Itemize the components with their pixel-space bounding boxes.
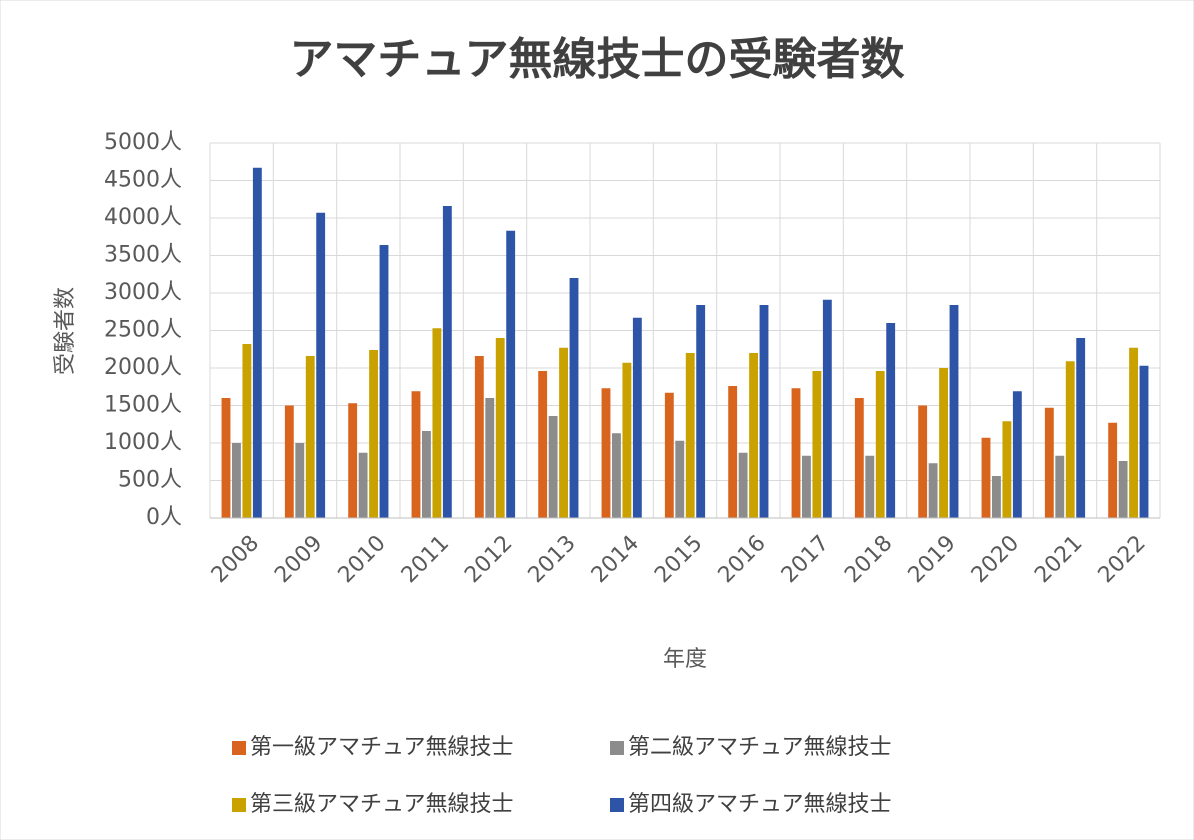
bar (802, 455, 811, 518)
bar (612, 433, 621, 518)
bar (1118, 461, 1128, 518)
bar (316, 212, 326, 518)
bar (422, 431, 431, 518)
bar (284, 405, 294, 518)
bar (981, 437, 991, 518)
bar (1108, 422, 1118, 518)
bar (569, 278, 579, 518)
y-tick-label: 3500人 (104, 243, 182, 268)
bar (928, 463, 938, 518)
y-tick-label: 4500人 (104, 168, 182, 193)
bar (728, 386, 738, 518)
bar (622, 362, 632, 518)
bar (738, 452, 748, 518)
bar (1055, 455, 1065, 518)
y-axis-title: 受験者数 (53, 287, 78, 375)
bar (886, 323, 896, 518)
bar (632, 317, 642, 518)
y-tick-label: 500人 (118, 468, 182, 493)
bar (495, 338, 505, 518)
bar (854, 398, 864, 518)
bar (1012, 391, 1022, 518)
bar (949, 305, 959, 518)
bar (411, 391, 421, 518)
bar (685, 353, 695, 518)
y-tick-label: 2000人 (104, 355, 182, 380)
y-tick-label: 1000人 (104, 430, 182, 455)
bar (348, 403, 358, 518)
bar (675, 440, 685, 518)
chart-title: アマチュア無線技士の受験者数 (289, 34, 904, 85)
legend-swatch (610, 798, 624, 812)
y-tick-label: 2500人 (104, 318, 182, 343)
bar (1139, 365, 1149, 518)
bar (939, 368, 948, 518)
bar (1076, 338, 1086, 518)
y-tick-label: 0人 (146, 505, 182, 530)
bar (442, 206, 452, 518)
bar (812, 371, 822, 518)
bar (358, 452, 368, 518)
legend-swatch (232, 741, 246, 755)
bar (1129, 347, 1138, 518)
bar (485, 398, 495, 518)
bar (791, 388, 801, 518)
bar (749, 353, 758, 518)
legend-label: 第四級アマチュア無線技士 (628, 792, 892, 817)
bar (601, 388, 611, 518)
bar (538, 371, 548, 518)
y-tick-label: 5000人 (104, 130, 182, 155)
bar (1002, 421, 1012, 518)
legend-swatch (232, 798, 246, 812)
bar (305, 356, 315, 518)
legend-label: 第一級アマチュア無線技士 (250, 735, 514, 760)
bar (822, 299, 832, 518)
bar (252, 167, 262, 518)
bar (232, 443, 241, 518)
y-tick-label: 4000人 (104, 205, 182, 230)
bar (369, 350, 378, 518)
bar (918, 405, 928, 518)
bar (865, 455, 875, 518)
legend-swatch (610, 741, 624, 755)
bar (221, 398, 231, 518)
bar (696, 305, 706, 518)
bar (474, 356, 484, 518)
bar (1044, 407, 1054, 518)
bar (432, 328, 442, 518)
bar (548, 416, 558, 518)
legend-label: 第三級アマチュア無線技士 (250, 792, 514, 817)
bar (295, 443, 305, 518)
y-tick-label: 3000人 (104, 280, 182, 305)
bar (379, 245, 389, 518)
bar (506, 230, 516, 518)
y-tick-label: 1500人 (104, 393, 182, 418)
bar (664, 392, 674, 518)
bar (875, 371, 885, 518)
bar (242, 344, 252, 518)
bar (759, 305, 769, 518)
legend-label: 第二級アマチュア無線技士 (628, 735, 892, 760)
x-axis-title: 年度 (663, 647, 707, 672)
bar (559, 347, 568, 518)
bar (992, 476, 1001, 518)
bar (1065, 361, 1075, 518)
